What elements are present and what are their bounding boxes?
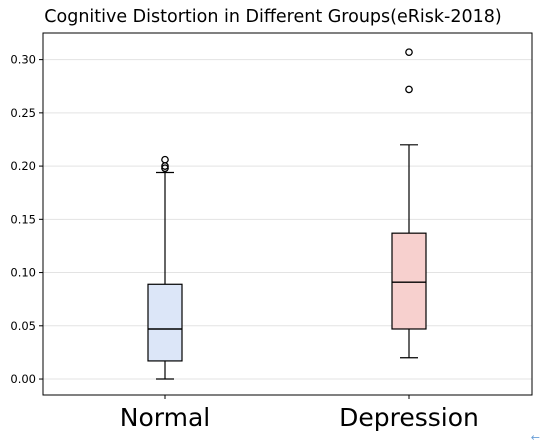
- x-tick-label: Depression: [339, 403, 479, 432]
- y-tick-label: 0.05: [10, 319, 36, 333]
- chart-title: Cognitive Distortion in Different Groups…: [44, 7, 502, 27]
- arrow-left-icon[interactable]: ←: [530, 431, 540, 444]
- box-depression: [391, 232, 427, 330]
- y-tick-label: 0.20: [10, 159, 36, 173]
- plot-frame: [42, 32, 533, 396]
- outlier-point: [161, 155, 169, 164]
- x-tick-label: Normal: [120, 403, 210, 432]
- y-tick-label: 0.10: [10, 266, 36, 280]
- y-tick-label: 0.25: [10, 106, 36, 120]
- y-tick-label: 0.15: [10, 212, 36, 226]
- outlier-point: [405, 48, 413, 57]
- outlier-point: [405, 85, 413, 94]
- y-tick-label: 0.30: [10, 53, 36, 67]
- y-tick-label: 0.00: [10, 372, 36, 386]
- box-normal: [147, 283, 183, 362]
